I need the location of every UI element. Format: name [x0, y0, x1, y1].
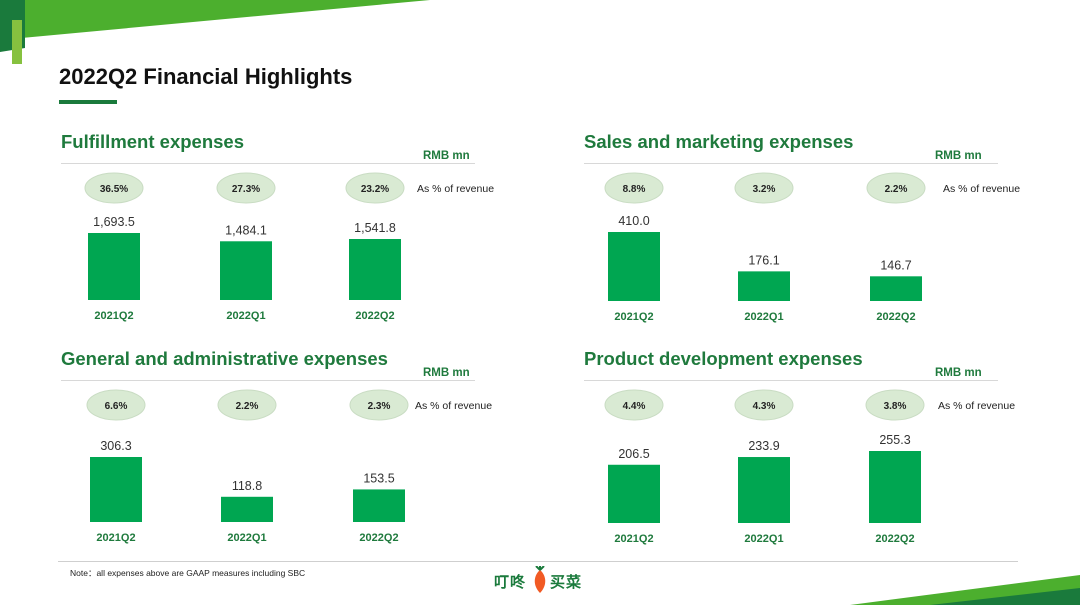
pct-of-revenue-label: As % of revenue — [415, 400, 492, 412]
category-label: 2021Q2 — [96, 532, 135, 544]
pct-bubble — [865, 389, 925, 421]
value-label: 255.3 — [879, 433, 910, 447]
value-label: 233.9 — [748, 439, 779, 453]
category-label: 2021Q2 — [94, 310, 133, 322]
pct-label: 4.3% — [753, 401, 776, 412]
pct-bubble — [86, 389, 146, 421]
bar — [738, 457, 790, 523]
category-label: 2022Q2 — [875, 533, 914, 545]
pct-bubble — [866, 172, 926, 204]
pct-bubble — [345, 172, 405, 204]
panel-title: General and administrative expenses — [61, 348, 388, 369]
category-label: 2022Q2 — [359, 532, 398, 544]
bar — [88, 233, 140, 300]
panel-divider — [584, 163, 998, 164]
pct-label: 27.3% — [232, 184, 260, 195]
bar — [608, 232, 660, 301]
chart-product-development: 4.4% 206.5 2021Q2 4.3% 233.9 2022Q1 3.8% 255.3 2… — [604, 389, 1015, 545]
value-label: 1,484.1 — [225, 223, 267, 237]
value-label: 1,541.8 — [354, 221, 396, 235]
title-underline — [59, 100, 117, 104]
category-label: 2022Q2 — [355, 310, 394, 322]
bar — [90, 457, 142, 522]
pct-label: 2.2% — [885, 184, 908, 195]
bar — [738, 271, 790, 301]
logo-text-right: 买菜 — [550, 574, 583, 591]
pct-bubble — [734, 389, 794, 421]
value-label: 206.5 — [618, 447, 649, 461]
header-stripe-light — [0, 0, 430, 40]
chart-sales-marketing: 8.8% 410.0 2021Q2 3.2% 176.1 2022Q1 2.2% 146.7 2… — [604, 172, 1020, 323]
bar — [608, 464, 660, 523]
panel-sales-marketing: Sales and marketing expenses RMB mn 8.8%… — [584, 131, 1054, 341]
pct-bubble — [216, 172, 276, 204]
panel-product-development: Product development expenses RMB mn 4.4%… — [584, 348, 1054, 558]
panel-fulfillment: Fulfillment expenses RMB mn 36.5% 1,693.5… — [61, 131, 531, 341]
pct-label: 3.8% — [884, 401, 907, 412]
footer-divider — [58, 561, 1018, 562]
panel-general-admin: General and administrative expenses RMB … — [61, 348, 531, 558]
chart-fulfillment: 36.5% 1,693.5 2021Q2 27.3% 1,484.1 2022Q1 23.2… — [84, 172, 494, 322]
header-stripe-accent — [12, 20, 22, 64]
value-label: 410.0 — [618, 214, 649, 228]
unit-label: RMB mn — [423, 150, 470, 162]
category-label: 2022Q1 — [744, 311, 783, 323]
panel-divider — [584, 380, 998, 381]
value-label: 153.5 — [363, 471, 394, 485]
value-label: 1,693.5 — [93, 215, 135, 229]
unit-label: RMB mn — [935, 150, 982, 162]
panel-divider — [61, 163, 475, 164]
pct-label: 23.2% — [361, 184, 389, 195]
pct-label: 2.2% — [236, 401, 259, 412]
pct-label: 6.6% — [105, 401, 128, 412]
value-label: 176.1 — [748, 253, 779, 267]
panel-title: Sales and marketing expenses — [584, 131, 854, 152]
unit-label: RMB mn — [423, 367, 470, 379]
pct-of-revenue-label: As % of revenue — [938, 400, 1015, 412]
bar — [349, 239, 401, 300]
bar — [220, 241, 272, 300]
category-label: 2021Q2 — [614, 533, 653, 545]
logo-text-left: 叮咚 — [494, 574, 527, 591]
carrot-icon — [534, 566, 546, 593]
value-label: 118.8 — [232, 479, 262, 493]
footnote: Note：all expenses above are GAAP measure… — [70, 568, 306, 578]
company-logo: 叮咚 买菜 — [494, 566, 586, 594]
pct-of-revenue-label: As % of revenue — [417, 183, 494, 195]
pct-label: 2.3% — [368, 401, 391, 412]
bar — [221, 496, 273, 522]
unit-label: RMB mn — [935, 367, 982, 379]
panel-title: Fulfillment expenses — [61, 131, 244, 152]
panel-divider — [61, 380, 475, 381]
pct-bubble — [349, 389, 409, 421]
bar — [870, 276, 922, 301]
chart-general-admin: 6.6% 306.3 2021Q2 2.2% 118.8 2022Q1 2.3% 153.5 2… — [86, 389, 492, 544]
pct-of-revenue-label: As % of revenue — [943, 183, 1020, 195]
pct-label: 36.5% — [100, 184, 128, 195]
category-label: 2021Q2 — [614, 311, 653, 323]
bar — [869, 451, 921, 523]
panel-title: Product development expenses — [584, 348, 863, 369]
category-label: 2022Q1 — [226, 310, 265, 322]
category-label: 2022Q1 — [227, 532, 266, 544]
pct-bubble — [734, 172, 794, 204]
value-label: 146.7 — [880, 258, 911, 272]
page-title: 2022Q2 Financial Highlights — [59, 64, 353, 89]
pct-bubble — [217, 389, 277, 421]
pct-label: 8.8% — [623, 184, 646, 195]
pct-bubble — [604, 389, 664, 421]
footer-stripe-dark — [930, 588, 1080, 605]
pct-label: 3.2% — [753, 184, 776, 195]
pct-label: 4.4% — [623, 401, 646, 412]
pct-bubble — [604, 172, 664, 204]
bar — [353, 489, 405, 522]
value-label: 306.3 — [100, 439, 131, 453]
category-label: 2022Q1 — [744, 533, 783, 545]
category-label: 2022Q2 — [876, 311, 915, 323]
pct-bubble — [84, 172, 144, 204]
